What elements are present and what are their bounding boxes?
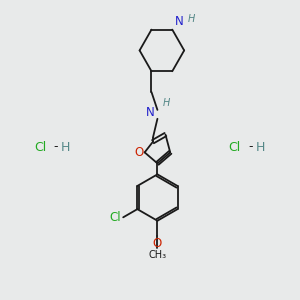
- Text: Cl: Cl: [34, 140, 46, 154]
- Text: H: H: [188, 14, 195, 24]
- Text: -: -: [53, 140, 58, 154]
- Text: N: N: [146, 106, 154, 119]
- Text: H: H: [61, 140, 70, 154]
- Text: O: O: [135, 146, 144, 159]
- Text: H: H: [255, 140, 265, 154]
- Text: Cl: Cl: [109, 211, 121, 224]
- Text: Cl: Cl: [229, 140, 241, 154]
- Text: CH₃: CH₃: [148, 250, 166, 260]
- Text: N: N: [175, 15, 183, 28]
- Text: -: -: [248, 140, 252, 154]
- Text: H: H: [163, 98, 170, 108]
- Text: O: O: [153, 237, 162, 250]
